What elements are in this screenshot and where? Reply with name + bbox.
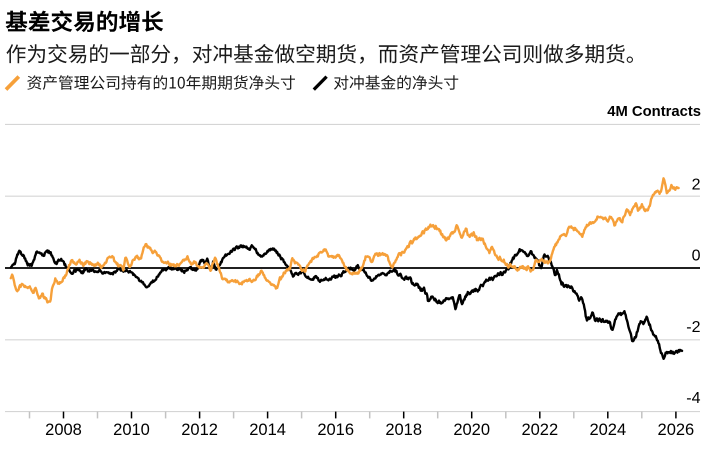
svg-text:-2: -2 [686, 319, 700, 336]
svg-text:2008: 2008 [45, 421, 82, 439]
svg-text:2012: 2012 [181, 421, 218, 439]
svg-text:2010: 2010 [113, 421, 150, 439]
svg-text:2020: 2020 [453, 421, 490, 439]
svg-text:4M Contracts: 4M Contracts [607, 104, 701, 120]
svg-text:2018: 2018 [385, 421, 422, 439]
svg-text:0: 0 [692, 247, 701, 264]
svg-text:2: 2 [692, 176, 701, 193]
svg-text:2014: 2014 [249, 421, 286, 439]
svg-text:2016: 2016 [317, 421, 354, 439]
svg-text:2024: 2024 [589, 421, 626, 439]
svg-text:-4: -4 [686, 390, 700, 407]
svg-text:2022: 2022 [521, 421, 558, 439]
svg-text:2026: 2026 [658, 421, 695, 439]
